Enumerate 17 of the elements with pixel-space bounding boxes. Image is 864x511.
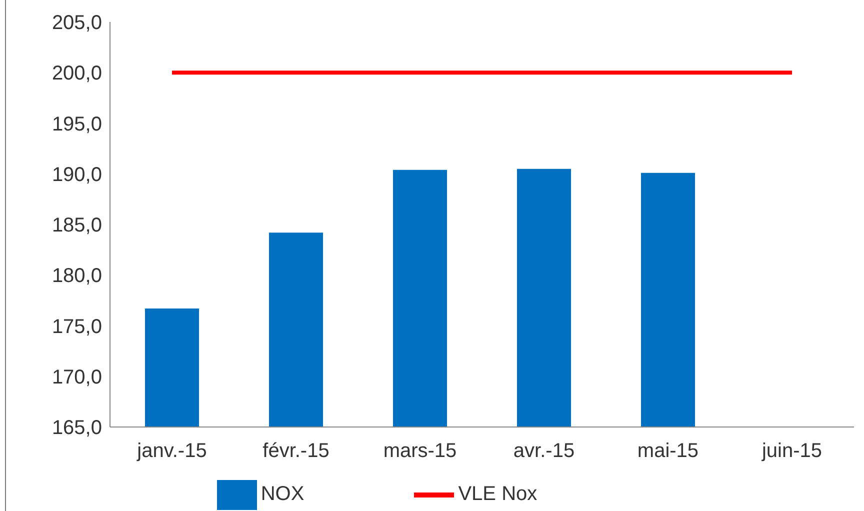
y-tick-label: 165,0	[52, 417, 102, 440]
x-tick-label: janv.-15	[136, 440, 207, 462]
y-tick-label: 180,0	[52, 265, 102, 288]
x-tick-label: mai-15	[637, 440, 699, 462]
y-tick-label: 200,0	[52, 62, 102, 85]
x-tick-label: avr.-15	[513, 440, 575, 462]
y-tick-label: 205,0	[52, 12, 102, 34]
y-tick-label: 190,0	[52, 164, 102, 186]
x-tick-label: févr.-15	[262, 440, 330, 462]
legend-label: VLE Nox	[458, 483, 538, 506]
y-tick-label: 185,0	[52, 214, 102, 237]
legend-label: NOX	[260, 483, 304, 506]
y-tick-label: 195,0	[52, 113, 102, 136]
y-tick-label: 170,0	[52, 366, 102, 388]
x-tick-label: mars-15	[383, 440, 457, 462]
x-tick-label: juin-15	[760, 440, 822, 462]
y-tick-label: 175,0	[52, 316, 102, 338]
